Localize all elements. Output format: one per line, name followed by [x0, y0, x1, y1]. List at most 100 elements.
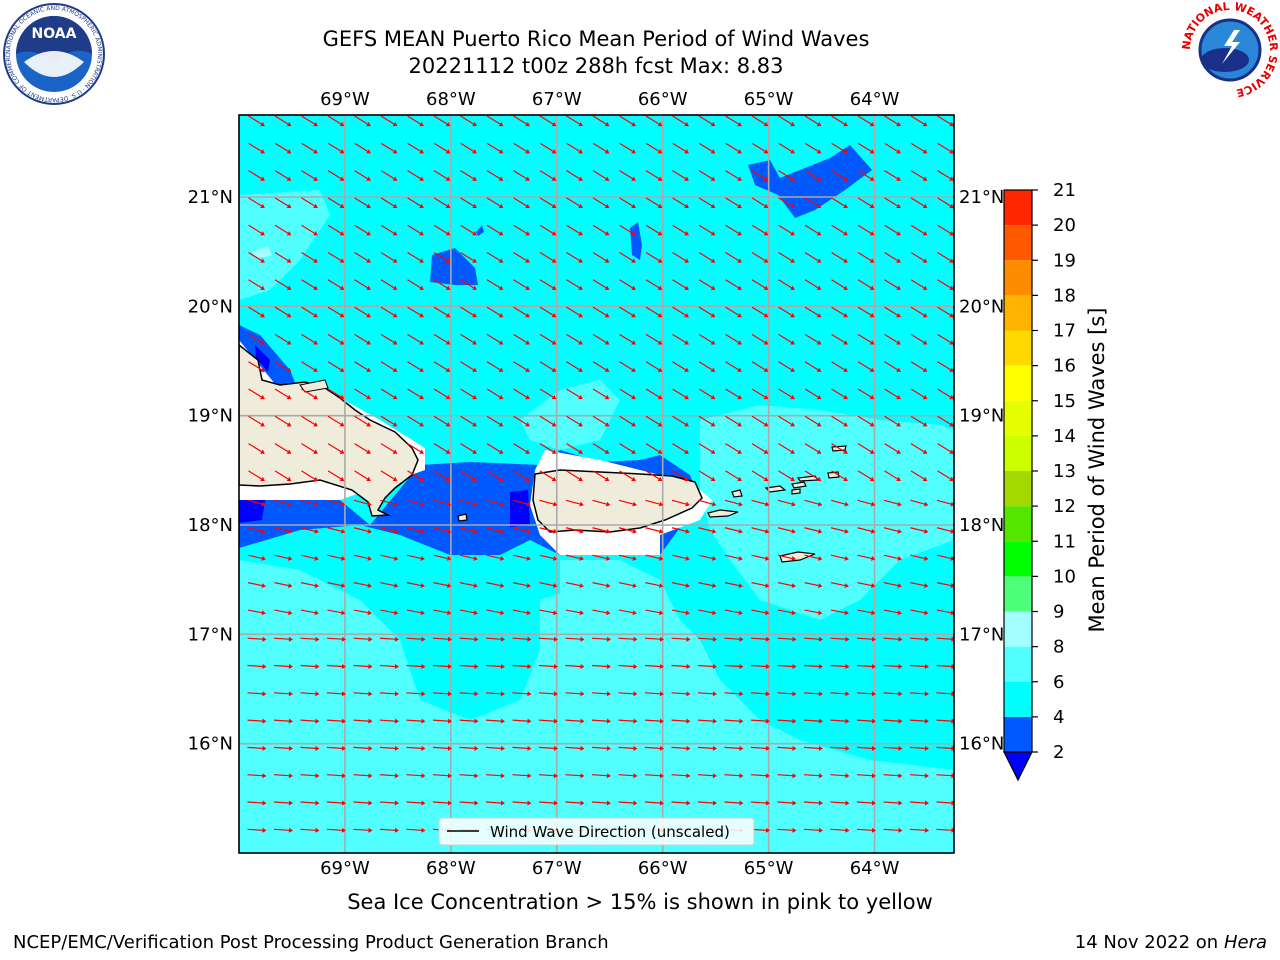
wind-wave-arrow [831, 251, 848, 263]
wind-wave-arrow [804, 582, 823, 589]
wind-wave-arrow [406, 745, 426, 751]
wind-wave-arrow [380, 279, 398, 290]
wind-wave-arrow [698, 333, 716, 345]
wind-wave-arrow [592, 499, 611, 507]
wind-wave-arrow [512, 554, 531, 561]
wind-wave-arrow [327, 170, 345, 181]
wind-wave-arrow [592, 115, 610, 127]
colorbar-segment [1004, 506, 1032, 542]
wind-wave-arrow [751, 333, 769, 345]
wind-wave-arrow [803, 691, 823, 697]
wind-wave-arrow [883, 745, 903, 751]
wind-wave-arrow [486, 554, 505, 561]
wind-wave-arrow [910, 115, 928, 127]
wind-wave-arrow [301, 197, 318, 209]
wind-wave-arrow [300, 636, 320, 642]
wind-wave-arrow [565, 527, 584, 534]
wind-wave-arrow [300, 554, 319, 561]
wind-wave-arrow [672, 333, 689, 345]
lon-label-bottom: 67°W [532, 858, 582, 879]
wind-wave-arrow [539, 115, 557, 127]
colorbar-tick-label: 21 [1053, 180, 1076, 201]
wind-wave-arrow [433, 224, 451, 236]
wind-wave-arrow [407, 224, 424, 236]
wind-wave-arrow [751, 115, 769, 127]
wind-wave-arrow [380, 388, 398, 400]
wind-wave-arrow [831, 197, 848, 209]
wind-wave-arrow [725, 443, 742, 454]
map-plot-area [239, 115, 954, 853]
wind-wave-arrow [697, 773, 717, 779]
lat-label-right: 21°N [959, 187, 1004, 208]
wind-wave-arrow [354, 388, 371, 400]
wind-wave-arrow [619, 306, 636, 318]
wind-wave-arrow [512, 499, 531, 507]
lat-labels-right: 21°N 20°N 19°N 18°N 17°N 16°N [959, 187, 1004, 755]
wind-wave-arrow [751, 609, 770, 616]
wind-wave-arrow [671, 691, 691, 697]
wind-wave-arrow [750, 800, 770, 806]
wind-wave-arrow [486, 499, 505, 507]
wind-wave-arrow [804, 306, 822, 318]
wind-wave-arrow [407, 333, 424, 345]
wind-wave-arrow [724, 773, 744, 779]
wind-wave-arrow [937, 443, 954, 454]
wind-wave-arrow [327, 197, 345, 209]
wind-wave-arrow [565, 582, 584, 589]
wind-wave-arrow [884, 197, 901, 209]
wind-wave-arrow [645, 333, 663, 345]
wind-wave-arrow [539, 470, 557, 482]
wind-wave-arrow [645, 361, 663, 372]
wind-wave-arrow [671, 745, 691, 751]
wind-wave-arrow [725, 333, 742, 345]
wind-wave-arrow [433, 443, 451, 454]
wind-wave-arrow [645, 115, 663, 127]
wind-wave-arrow [433, 333, 451, 345]
wind-wave-arrow [804, 499, 823, 507]
wind-wave-arrow [619, 224, 636, 236]
wind-wave-arrow [857, 388, 875, 400]
wind-wave-arrow [830, 773, 850, 779]
wind-wave-arrow [777, 664, 797, 669]
wind-wave-arrow [831, 170, 848, 181]
footer-credit: NCEP/EMC/Verification Post Processing Pr… [13, 932, 609, 953]
colorbar [1003, 189, 1033, 782]
wind-wave-arrow [645, 499, 664, 507]
wind-wave-arrow [804, 170, 822, 181]
wind-wave-arrow [936, 582, 954, 589]
wind-wave-arrow [274, 415, 292, 427]
wind-wave-arrow [380, 470, 398, 482]
wind-wave-arrow [327, 415, 345, 427]
wind-wave-arrow [910, 527, 929, 534]
wind-wave-arrow [831, 443, 848, 454]
wind-wave-arrow [248, 333, 265, 345]
wind-wave-arrow [566, 361, 583, 372]
wind-wave-arrow [857, 609, 876, 616]
wind-wave-arrow [618, 664, 638, 669]
wind-wave-arrow [460, 251, 477, 263]
wind-wave-arrow [486, 388, 504, 400]
lon-label-top: 67°W [532, 89, 582, 110]
lat-label-right: 18°N [959, 515, 1004, 536]
wind-wave-arrow [777, 745, 797, 751]
wind-wave-arrow [327, 609, 346, 616]
wind-wave-arrow [725, 306, 742, 318]
wind-wave-arrow [406, 499, 425, 507]
wind-wave-arrow [354, 361, 371, 372]
wind-wave-arrow [698, 142, 716, 154]
wind-wave-arrow [379, 800, 399, 806]
colorbar-label: Mean Period of Wind Waves [s] [1085, 307, 1109, 633]
wind-wave-arrow [539, 279, 557, 290]
caption: Sea Ice Concentration > 15% is shown in … [347, 890, 933, 914]
wind-wave-arrow [274, 142, 292, 154]
wind-wave-arrow [354, 170, 371, 181]
wind-wave-arrow [274, 527, 293, 534]
wind-wave-arrow [698, 251, 716, 263]
land-hispaniola [239, 344, 419, 517]
wind-wave-arrow [778, 224, 795, 236]
wind-wave-arrow [724, 527, 743, 534]
wind-wave-arrow [248, 224, 265, 236]
wind-wave-arrow [460, 443, 477, 454]
wind-wave-arrow [459, 499, 478, 507]
wind-wave-arrow [566, 415, 583, 427]
